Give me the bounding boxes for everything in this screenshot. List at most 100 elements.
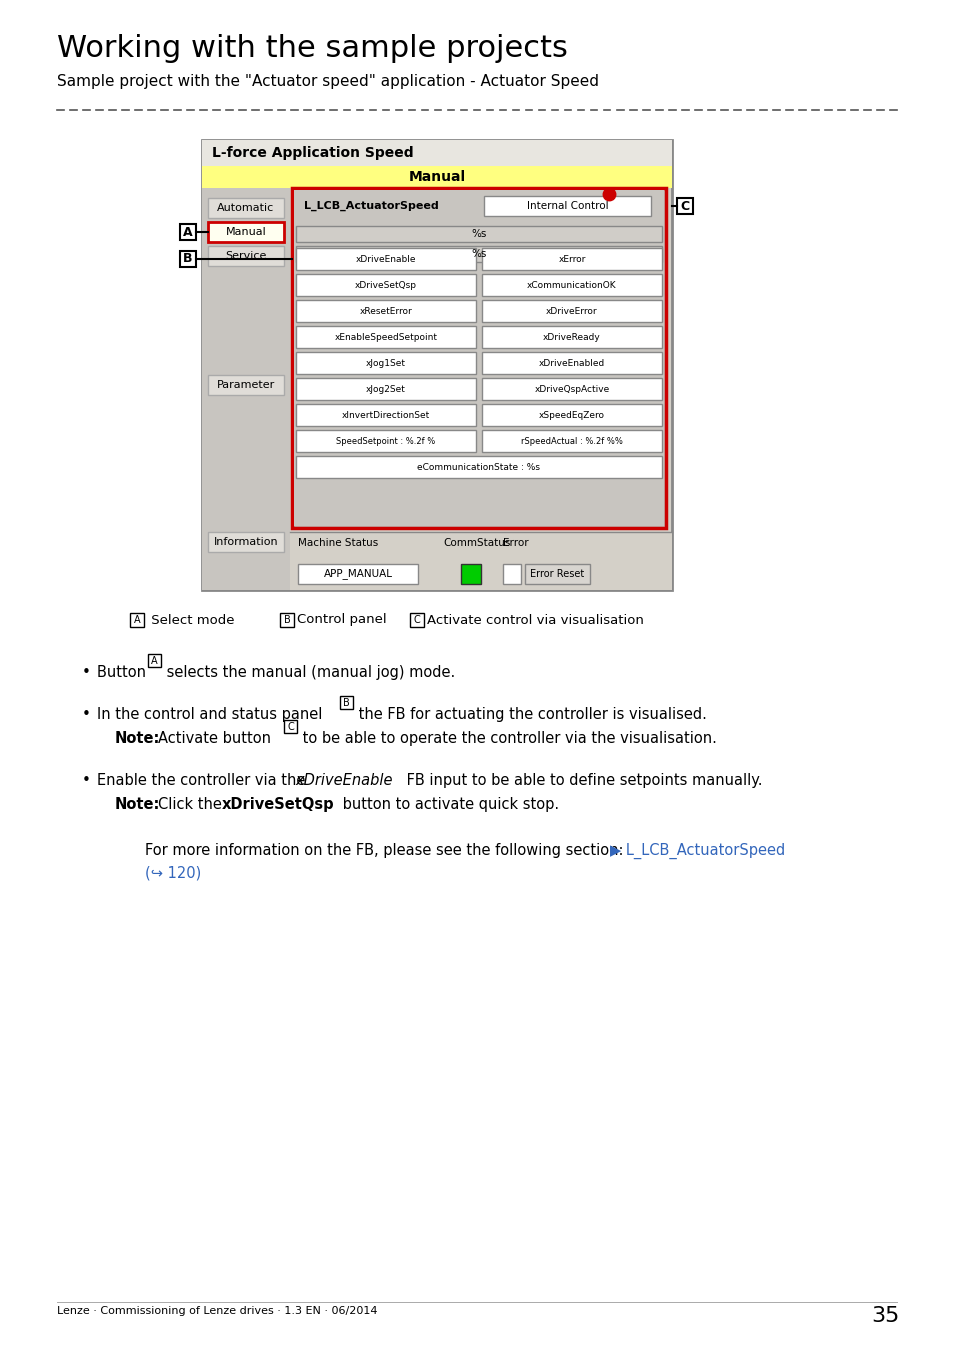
Text: SpeedSetpoint : %.2f %: SpeedSetpoint : %.2f %	[336, 436, 436, 446]
FancyBboxPatch shape	[502, 564, 520, 585]
Text: Internal Control: Internal Control	[526, 201, 608, 211]
FancyBboxPatch shape	[481, 378, 661, 400]
FancyBboxPatch shape	[284, 720, 296, 733]
Text: Note:: Note:	[115, 796, 160, 811]
FancyBboxPatch shape	[481, 325, 661, 348]
Text: Manual: Manual	[226, 227, 266, 238]
FancyBboxPatch shape	[677, 198, 692, 215]
FancyBboxPatch shape	[295, 274, 476, 296]
Text: Button: Button	[97, 666, 151, 680]
FancyBboxPatch shape	[295, 248, 476, 270]
FancyBboxPatch shape	[208, 246, 284, 266]
Text: eCommunicationState : %s: eCommunicationState : %s	[417, 463, 540, 471]
Text: button to activate quick stop.: button to activate quick stop.	[337, 796, 558, 811]
FancyBboxPatch shape	[481, 431, 661, 452]
Text: C: C	[287, 721, 294, 732]
FancyBboxPatch shape	[130, 613, 144, 626]
Text: xDriveError: xDriveError	[546, 306, 598, 316]
FancyBboxPatch shape	[295, 378, 476, 400]
Text: Select mode: Select mode	[147, 613, 234, 626]
Text: xResetError: xResetError	[359, 306, 412, 316]
Text: Error Reset: Error Reset	[529, 568, 583, 579]
Text: selects the manual (manual jog) mode.: selects the manual (manual jog) mode.	[162, 666, 455, 680]
FancyBboxPatch shape	[295, 404, 476, 427]
FancyBboxPatch shape	[202, 140, 671, 166]
Text: %s: %s	[471, 230, 486, 239]
FancyBboxPatch shape	[481, 274, 661, 296]
FancyBboxPatch shape	[524, 564, 589, 585]
Text: C: C	[414, 616, 420, 625]
FancyBboxPatch shape	[294, 190, 663, 526]
FancyBboxPatch shape	[295, 246, 661, 262]
Text: Control panel: Control panel	[296, 613, 386, 626]
Text: A: A	[183, 225, 193, 239]
FancyBboxPatch shape	[481, 352, 661, 374]
FancyBboxPatch shape	[339, 697, 353, 709]
Text: Activate button: Activate button	[158, 730, 275, 747]
FancyBboxPatch shape	[295, 225, 661, 242]
Text: ▶ L_LCB_ActuatorSpeed: ▶ L_LCB_ActuatorSpeed	[609, 842, 784, 859]
Text: •: •	[82, 707, 91, 722]
Text: (↪ 120): (↪ 120)	[145, 865, 201, 880]
Text: xDriveSetQsp: xDriveSetQsp	[355, 281, 416, 289]
Text: 35: 35	[871, 1305, 899, 1326]
FancyBboxPatch shape	[460, 564, 480, 585]
FancyBboxPatch shape	[202, 166, 671, 188]
FancyBboxPatch shape	[280, 613, 294, 626]
FancyBboxPatch shape	[208, 532, 284, 552]
FancyBboxPatch shape	[481, 248, 661, 270]
Text: xDriveEnable: xDriveEnable	[294, 774, 392, 788]
FancyBboxPatch shape	[295, 352, 476, 374]
FancyBboxPatch shape	[481, 300, 661, 323]
FancyBboxPatch shape	[410, 613, 423, 626]
FancyBboxPatch shape	[148, 653, 161, 667]
Text: APP_MANUAL: APP_MANUAL	[323, 568, 392, 579]
Text: xJog2Set: xJog2Set	[366, 385, 406, 393]
FancyBboxPatch shape	[481, 404, 661, 427]
Text: xEnableSpeedSetpoint: xEnableSpeedSetpoint	[335, 332, 437, 342]
Text: Parameter: Parameter	[216, 379, 274, 390]
Text: xError: xError	[558, 255, 585, 263]
FancyBboxPatch shape	[483, 196, 650, 216]
Text: Manual: Manual	[408, 170, 465, 184]
Text: FB input to be able to define setpoints manually.: FB input to be able to define setpoints …	[401, 774, 761, 788]
Text: •: •	[82, 666, 91, 680]
FancyBboxPatch shape	[295, 325, 476, 348]
Text: Machine Status: Machine Status	[297, 539, 377, 548]
Text: rSpeedActual : %.2f %%: rSpeedActual : %.2f %%	[520, 436, 622, 446]
FancyBboxPatch shape	[295, 300, 476, 323]
Text: to be able to operate the controller via the visualisation.: to be able to operate the controller via…	[297, 730, 716, 747]
Text: For more information on the FB, please see the following section:: For more information on the FB, please s…	[145, 842, 627, 859]
FancyBboxPatch shape	[202, 188, 290, 590]
FancyBboxPatch shape	[208, 375, 284, 396]
Text: xDriveQspActive: xDriveQspActive	[534, 385, 609, 393]
FancyBboxPatch shape	[295, 431, 476, 452]
Text: L_LCB_ActuatorSpeed: L_LCB_ActuatorSpeed	[304, 201, 438, 211]
FancyBboxPatch shape	[295, 456, 661, 478]
Text: Lenze · Commissioning of Lenze drives · 1.3 EN · 06/2014: Lenze · Commissioning of Lenze drives · …	[57, 1305, 377, 1316]
Text: xCommunicationOK: xCommunicationOK	[527, 281, 617, 289]
FancyBboxPatch shape	[297, 564, 417, 585]
Text: Enable the controller via the: Enable the controller via the	[97, 774, 310, 788]
Text: xSpeedEqZero: xSpeedEqZero	[538, 410, 604, 420]
Text: Service: Service	[225, 251, 267, 261]
FancyBboxPatch shape	[180, 251, 195, 267]
Text: xDriveEnabled: xDriveEnabled	[538, 359, 604, 367]
Text: C: C	[679, 200, 689, 212]
Text: •: •	[82, 774, 91, 788]
FancyBboxPatch shape	[202, 140, 671, 590]
FancyBboxPatch shape	[290, 532, 671, 590]
Text: %s: %s	[471, 248, 486, 259]
Text: xInvertDirectionSet: xInvertDirectionSet	[341, 410, 430, 420]
Text: Note:: Note:	[115, 730, 160, 747]
FancyBboxPatch shape	[208, 221, 284, 242]
Text: CommStatus: CommStatus	[442, 539, 510, 548]
Text: xDriveEnable: xDriveEnable	[355, 255, 416, 263]
FancyBboxPatch shape	[180, 224, 195, 240]
Text: xDriveSetQsp: xDriveSetQsp	[222, 796, 335, 811]
Text: Error: Error	[502, 539, 528, 548]
Text: A: A	[133, 616, 140, 625]
Text: B: B	[183, 252, 193, 266]
Text: Working with the sample projects: Working with the sample projects	[57, 34, 567, 63]
Text: Click the: Click the	[158, 796, 226, 811]
